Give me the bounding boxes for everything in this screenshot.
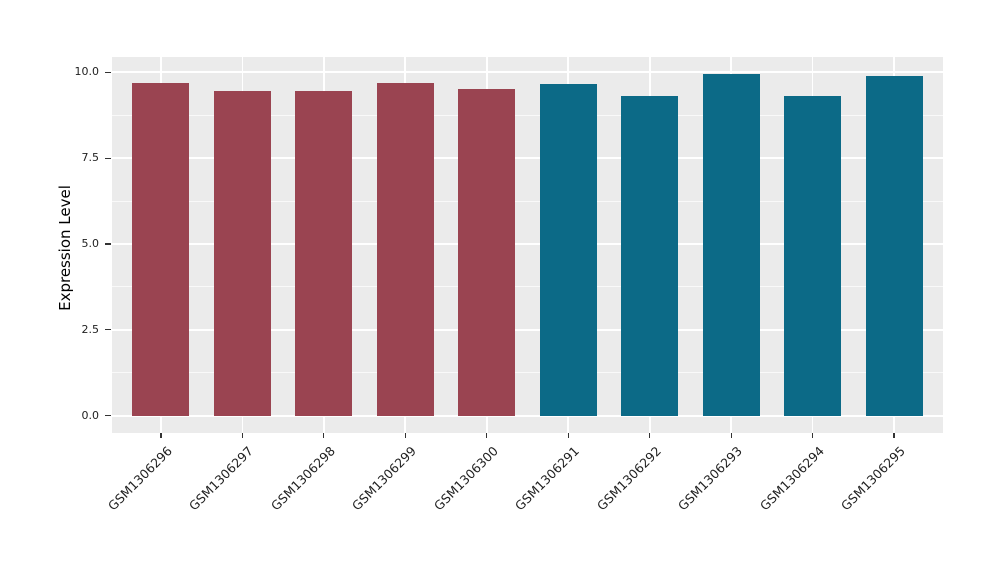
y-tick-mark (105, 415, 111, 417)
x-tick-mark (893, 433, 895, 438)
x-tick-label: GSM1306300 (430, 443, 501, 514)
bar-GSM1306297 (213, 91, 271, 416)
x-tick-label: GSM1306297 (186, 443, 257, 514)
x-tick-mark (811, 433, 814, 438)
bar-GSM1306292 (621, 96, 679, 416)
y-tick-label: 5.0 (81, 237, 100, 250)
y-tick-label: 10.0 (74, 65, 100, 79)
x-tick-mark (486, 433, 488, 438)
y-tick-mark (105, 71, 111, 73)
y-tick-mark (105, 157, 111, 159)
x-tick-label: GSM1306298 (267, 443, 338, 514)
x-tick-label: GSM1306299 (349, 443, 420, 514)
x-tick-mark (404, 433, 406, 438)
y-tick-label: 7.5 (81, 151, 100, 165)
x-tick-mark (567, 433, 569, 438)
y-tick-mark (105, 329, 111, 331)
minor-gridline (112, 286, 943, 288)
major-gridline (112, 414, 943, 417)
bar-GSM1306294 (784, 96, 842, 416)
minor-gridline (112, 372, 943, 374)
x-tick-label: GSM1306292 (593, 443, 664, 514)
bar-GSM1306298 (295, 91, 353, 416)
x-tick-label: GSM1306295 (837, 443, 909, 514)
x-tick-label: GSM1306296 (104, 443, 175, 514)
bar-GSM1306293 (702, 74, 760, 416)
major-gridline (112, 157, 943, 159)
bar-GSM1306295 (865, 75, 923, 416)
x-tick-label: GSM1306294 (756, 443, 827, 514)
minor-gridline (112, 200, 943, 202)
plot-panel (112, 57, 943, 433)
x-tick-mark (241, 433, 243, 438)
y-tick-label: 0.0 (81, 408, 100, 422)
y-tick-label: 2.5 (81, 322, 100, 336)
x-tick-mark (323, 433, 325, 438)
major-gridline (112, 329, 943, 331)
minor-gridline (112, 114, 943, 116)
x-tick-label: GSM1306293 (675, 443, 746, 514)
x-tick-mark (160, 433, 162, 438)
x-tick-mark (730, 433, 732, 438)
bar-GSM1306300 (458, 89, 516, 416)
y-tick-mark (105, 243, 111, 245)
x-tick-label: GSM1306291 (512, 443, 583, 514)
bar-GSM1306296 (132, 82, 190, 416)
major-gridline (112, 243, 943, 245)
x-tick-mark (649, 433, 651, 438)
major-gridline (112, 71, 943, 74)
bar-GSM1306291 (539, 84, 597, 416)
bar-GSM1306299 (376, 82, 434, 416)
